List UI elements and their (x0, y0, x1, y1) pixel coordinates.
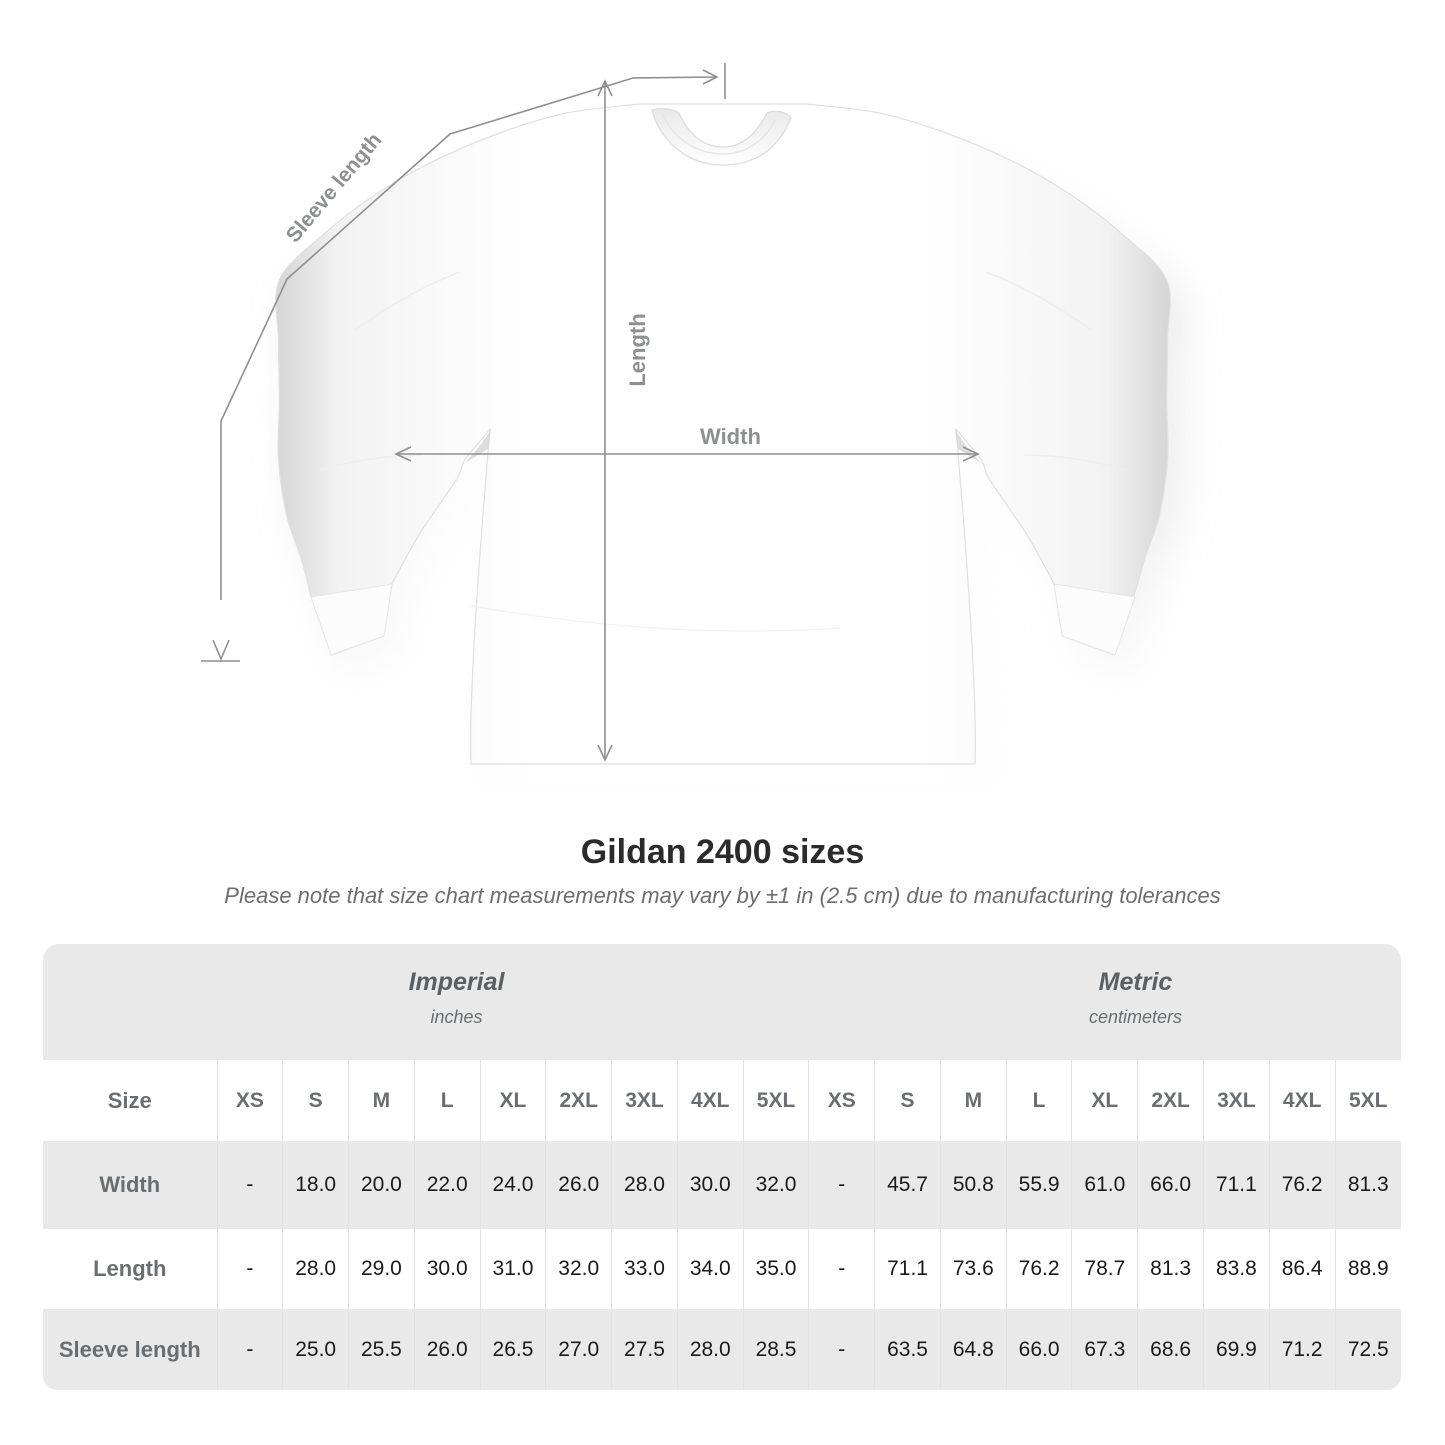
svg-text:Length: Length (625, 313, 650, 386)
svg-text:Width: Width (700, 424, 761, 449)
